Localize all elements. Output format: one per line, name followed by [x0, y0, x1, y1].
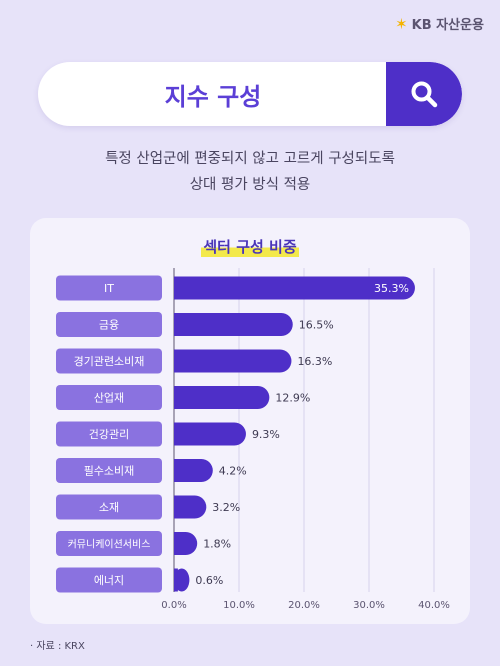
category-box	[56, 421, 162, 447]
x-tick-label: 0.0%	[161, 600, 186, 611]
value-label: 4.2%	[219, 465, 247, 478]
bar	[174, 386, 270, 409]
sector-bar-chart: 0.0% 10.0% 20.0% 30.0% 40.0% IT 35.3% 금융 16.5% 경기…	[56, 268, 450, 611]
category-box	[56, 275, 162, 301]
category-label: 소재	[99, 501, 119, 514]
search-icon	[411, 81, 438, 108]
category-label: 산업재	[94, 392, 124, 405]
category-box	[56, 385, 162, 410]
category-label: 에너지	[94, 574, 124, 587]
value-label: 1.8%	[203, 538, 231, 551]
search-title: 지수 구성	[164, 82, 262, 111]
value-label: 16.5%	[299, 319, 334, 332]
x-tick-label: 10.0%	[223, 600, 255, 611]
brand-logo: ✶ KB 자산운용	[395, 14, 484, 34]
source-text: 자료 : KRX	[36, 641, 85, 652]
bar-base	[174, 495, 186, 519]
bar	[174, 422, 246, 446]
source-note: · 자료 : KRX	[30, 641, 85, 652]
x-tick-label: 40.0%	[418, 600, 450, 611]
description-line-1: 특정 산업군에 편중되지 않고 고르게 구성되도록	[105, 151, 395, 167]
bar	[174, 313, 293, 336]
bar	[174, 276, 415, 300]
category-box	[56, 312, 162, 337]
category-box	[56, 458, 162, 483]
bar-base	[174, 422, 186, 446]
value-label: 9.3%	[252, 428, 280, 441]
category-box	[56, 494, 162, 520]
category-label: 금융	[99, 319, 119, 332]
bar-base	[174, 459, 186, 482]
description-line-2: 상대 평가 방식 적용	[189, 177, 311, 193]
category-label: 건강관리	[89, 428, 129, 441]
brand-name: KB 자산운용	[411, 18, 484, 33]
category-label: 커뮤니케이션서비스	[68, 539, 151, 551]
category-box	[56, 348, 162, 374]
bar	[174, 349, 292, 373]
category-box	[56, 531, 162, 556]
description: 특정 산업군에 편중되지 않고 고르게 구성되도록 상대 평가 방식 적용	[0, 146, 500, 198]
search-button[interactable]	[386, 62, 462, 126]
value-label: 35.3%	[374, 282, 409, 295]
value-label: 16.3%	[297, 355, 332, 368]
x-tick-label: 20.0%	[288, 600, 320, 611]
search-bar: 지수 구성	[38, 62, 462, 126]
chart-title: 섹터 구성 비중	[201, 236, 299, 257]
bar-base	[174, 386, 186, 409]
value-label: 12.9%	[275, 392, 310, 405]
value-label: 3.2%	[212, 501, 240, 514]
category-label: 필수소비재	[84, 465, 135, 478]
bar-base	[174, 532, 186, 555]
bar-base	[174, 568, 178, 592]
category-label: 경기관련소비재	[74, 355, 145, 368]
bar-base	[174, 349, 186, 373]
bar-base	[174, 276, 186, 300]
value-label: 0.6%	[195, 574, 223, 587]
chart-title-wrap: 섹터 구성 비중	[30, 236, 470, 257]
category-label: IT	[104, 282, 114, 295]
bar-base	[174, 313, 186, 336]
x-tick-label: 30.0%	[353, 600, 385, 611]
kb-star-icon: ✶	[395, 14, 408, 33]
chart-card: 0.0% 10.0% 20.0% 30.0% 40.0% IT 35.3% 금융 16.5% 경기…	[30, 218, 470, 624]
category-box	[56, 567, 162, 593]
